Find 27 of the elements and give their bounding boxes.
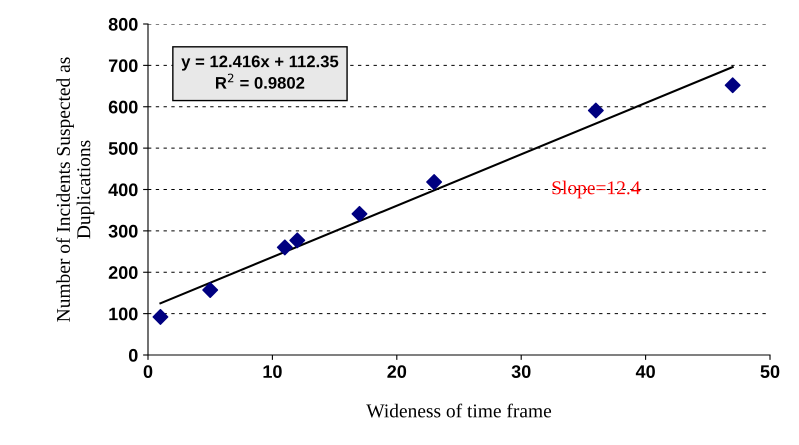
x-tick-label: 20 [387, 365, 406, 378]
y-tick-label: 200 [108, 266, 138, 279]
point [152, 308, 168, 325]
y-axis-title: Number of Incidents Suspected as Duplications [56, 57, 94, 322]
x-axis-title: Wideness of time frame [366, 404, 552, 418]
x-tick-label: 10 [263, 365, 282, 378]
y-tick-label: 100 [109, 308, 138, 320]
x-tick-label: 0 [144, 365, 152, 378]
y-tick-label: 600 [108, 100, 138, 114]
annotation: y = 12.416x + 112.35 R$^{2}$ = 0.9802 [181, 56, 338, 89]
y-tick-label: 300 [108, 224, 138, 238]
y-tick-label: 0 [128, 348, 138, 362]
y-tick-label: 800 [108, 18, 138, 31]
point [426, 174, 442, 190]
y-tick-label: 400 [108, 183, 138, 196]
point [724, 77, 741, 94]
x-tick-label: 50 [760, 365, 780, 378]
point [202, 282, 218, 298]
annotation: Slope=12.4 [552, 180, 640, 198]
point [588, 102, 604, 118]
y-tick-label: 700 [108, 59, 138, 72]
x-tick-label: 40 [636, 365, 655, 378]
y-tick-label: 500 [108, 142, 138, 155]
point [352, 206, 368, 222]
point [289, 232, 306, 248]
point [276, 239, 293, 256]
x-tick-label: 30 [512, 365, 530, 378]
